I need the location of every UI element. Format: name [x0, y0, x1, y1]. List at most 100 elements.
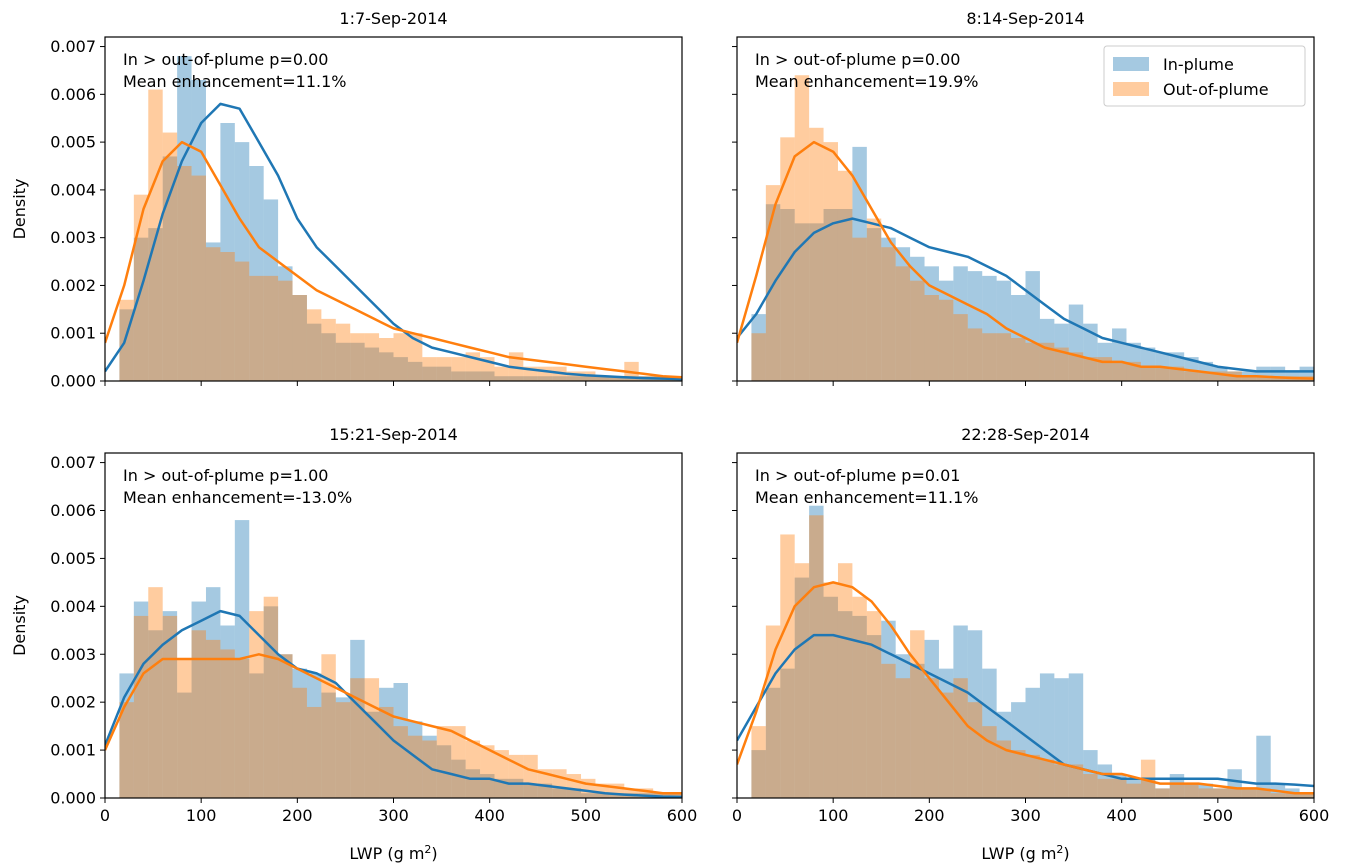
- histogram-bar: [1198, 788, 1214, 798]
- histogram-bar: [780, 209, 795, 381]
- histogram-bar: [881, 620, 896, 798]
- histogram-bar: [881, 237, 896, 381]
- x-axis: 0 100 200 300 400 500 600: [732, 798, 1329, 825]
- histogram-bar: [292, 295, 307, 381]
- histogram-bar: [581, 376, 596, 381]
- histogram-bar: [552, 788, 567, 798]
- histogram-bar: [1011, 338, 1026, 381]
- histogram-bar: [119, 702, 134, 798]
- histogram-bar: [595, 376, 610, 381]
- histogram-bar: [1213, 788, 1228, 798]
- histogram-bar: [895, 247, 911, 381]
- legend-swatch: [1113, 82, 1149, 96]
- histogram-bar: [508, 376, 524, 381]
- histogram-bar: [205, 587, 221, 798]
- histogram-bar: [751, 750, 766, 798]
- histogram-bar: [119, 299, 134, 381]
- histogram-bar: [1140, 347, 1156, 381]
- legend-box: [1103, 45, 1306, 107]
- histogram-bar: [910, 280, 925, 381]
- histogram-bar: [751, 726, 766, 798]
- histogram-bar: [581, 793, 596, 798]
- histogram-bar: [1112, 361, 1127, 381]
- histogram-bar: [751, 314, 766, 381]
- annotation: In > out-of-plume p=0.01: [755, 466, 960, 485]
- histogram-bar: [982, 333, 997, 381]
- histogram-bar: [1169, 352, 1185, 381]
- histogram-bar: [595, 376, 610, 381]
- kde-line: [737, 633, 1314, 788]
- histogram-bar: [350, 342, 365, 381]
- histogram-bar: [1083, 323, 1098, 381]
- histogram-bar: [119, 673, 134, 798]
- histogram-bar: [552, 769, 567, 798]
- histogram-bar: [924, 295, 939, 381]
- histogram-bar: [494, 376, 509, 381]
- histogram-bar: [823, 582, 838, 798]
- histogram-bar: [1083, 750, 1098, 798]
- histogram-bar: [967, 702, 983, 798]
- x-tick-label: 0: [100, 806, 110, 825]
- histogram-bar: [1083, 357, 1098, 381]
- histogram-bar: [234, 659, 250, 798]
- histogram-bar: [609, 376, 625, 381]
- histogram-bar: [205, 242, 221, 381]
- kde-line: [105, 140, 682, 379]
- histogram-bar: [809, 223, 824, 381]
- histogram-bar: [1270, 793, 1286, 798]
- y-tick-label: 0.005: [50, 549, 96, 568]
- y-tick-label: 0.000: [50, 789, 96, 808]
- x-axis-title-close: ): [1063, 844, 1069, 863]
- histogram-bar: [881, 663, 896, 798]
- kde-line: [737, 217, 1314, 373]
- histogram-bar: [480, 371, 495, 381]
- histogram-bar: [292, 687, 307, 798]
- plot-area: [737, 505, 1314, 798]
- histogram-bar: [1054, 764, 1069, 798]
- histogram-bar: [422, 366, 437, 381]
- panel-1: 0.000 0.001 0.002 0.003 0.004 0.005 0.006 0.007…: [10, 9, 683, 391]
- bars-1: [751, 75, 1314, 381]
- histogram-bar: [436, 726, 452, 798]
- histogram-bar: [1184, 371, 1199, 381]
- histogram-bar: [794, 75, 810, 381]
- histogram-bar: [278, 654, 293, 798]
- bars-0: [119, 56, 682, 381]
- histogram-bar: [1227, 788, 1242, 798]
- histogram-bar: [278, 266, 293, 381]
- histogram-bar: [566, 788, 582, 798]
- histogram-bar: [1068, 352, 1084, 381]
- x-tick-label: 200: [282, 806, 313, 825]
- histogram-bar: [967, 271, 983, 381]
- histogram-bar: [1054, 347, 1069, 381]
- histogram-bar: [523, 783, 538, 798]
- annotation: Mean enhancement=11.1%: [755, 488, 978, 507]
- histogram-bar: [205, 247, 221, 381]
- histogram-bar: [537, 366, 553, 381]
- histogram-bar: [220, 123, 235, 381]
- histogram-bar: [177, 56, 192, 381]
- histogram-bar: [494, 750, 509, 798]
- histogram-bar: [220, 252, 235, 381]
- histogram-bar: [910, 256, 925, 381]
- histogram-bar: [837, 170, 853, 381]
- annotation: In > out-of-plume p=0.00: [755, 50, 960, 69]
- histogram-bar: [1083, 774, 1098, 798]
- histogram-bar: [335, 323, 351, 381]
- histogram-bar: [350, 333, 365, 381]
- histogram-bar: [595, 793, 610, 798]
- x-tick-label: 100: [186, 806, 217, 825]
- histogram-bar: [321, 654, 336, 798]
- kde-line: [737, 140, 1314, 380]
- histogram-bar: [436, 357, 452, 381]
- histogram-bar: [451, 371, 466, 381]
- histogram-bar: [133, 615, 149, 798]
- histogram-bar: [910, 663, 925, 798]
- histogram-bar: [350, 639, 365, 798]
- histogram-bar: [794, 563, 810, 798]
- histogram-bar: [809, 505, 824, 798]
- histogram-bar: [407, 361, 423, 381]
- panel-title: 22:28-Sep-2014: [961, 425, 1090, 444]
- histogram-bar: [523, 754, 538, 798]
